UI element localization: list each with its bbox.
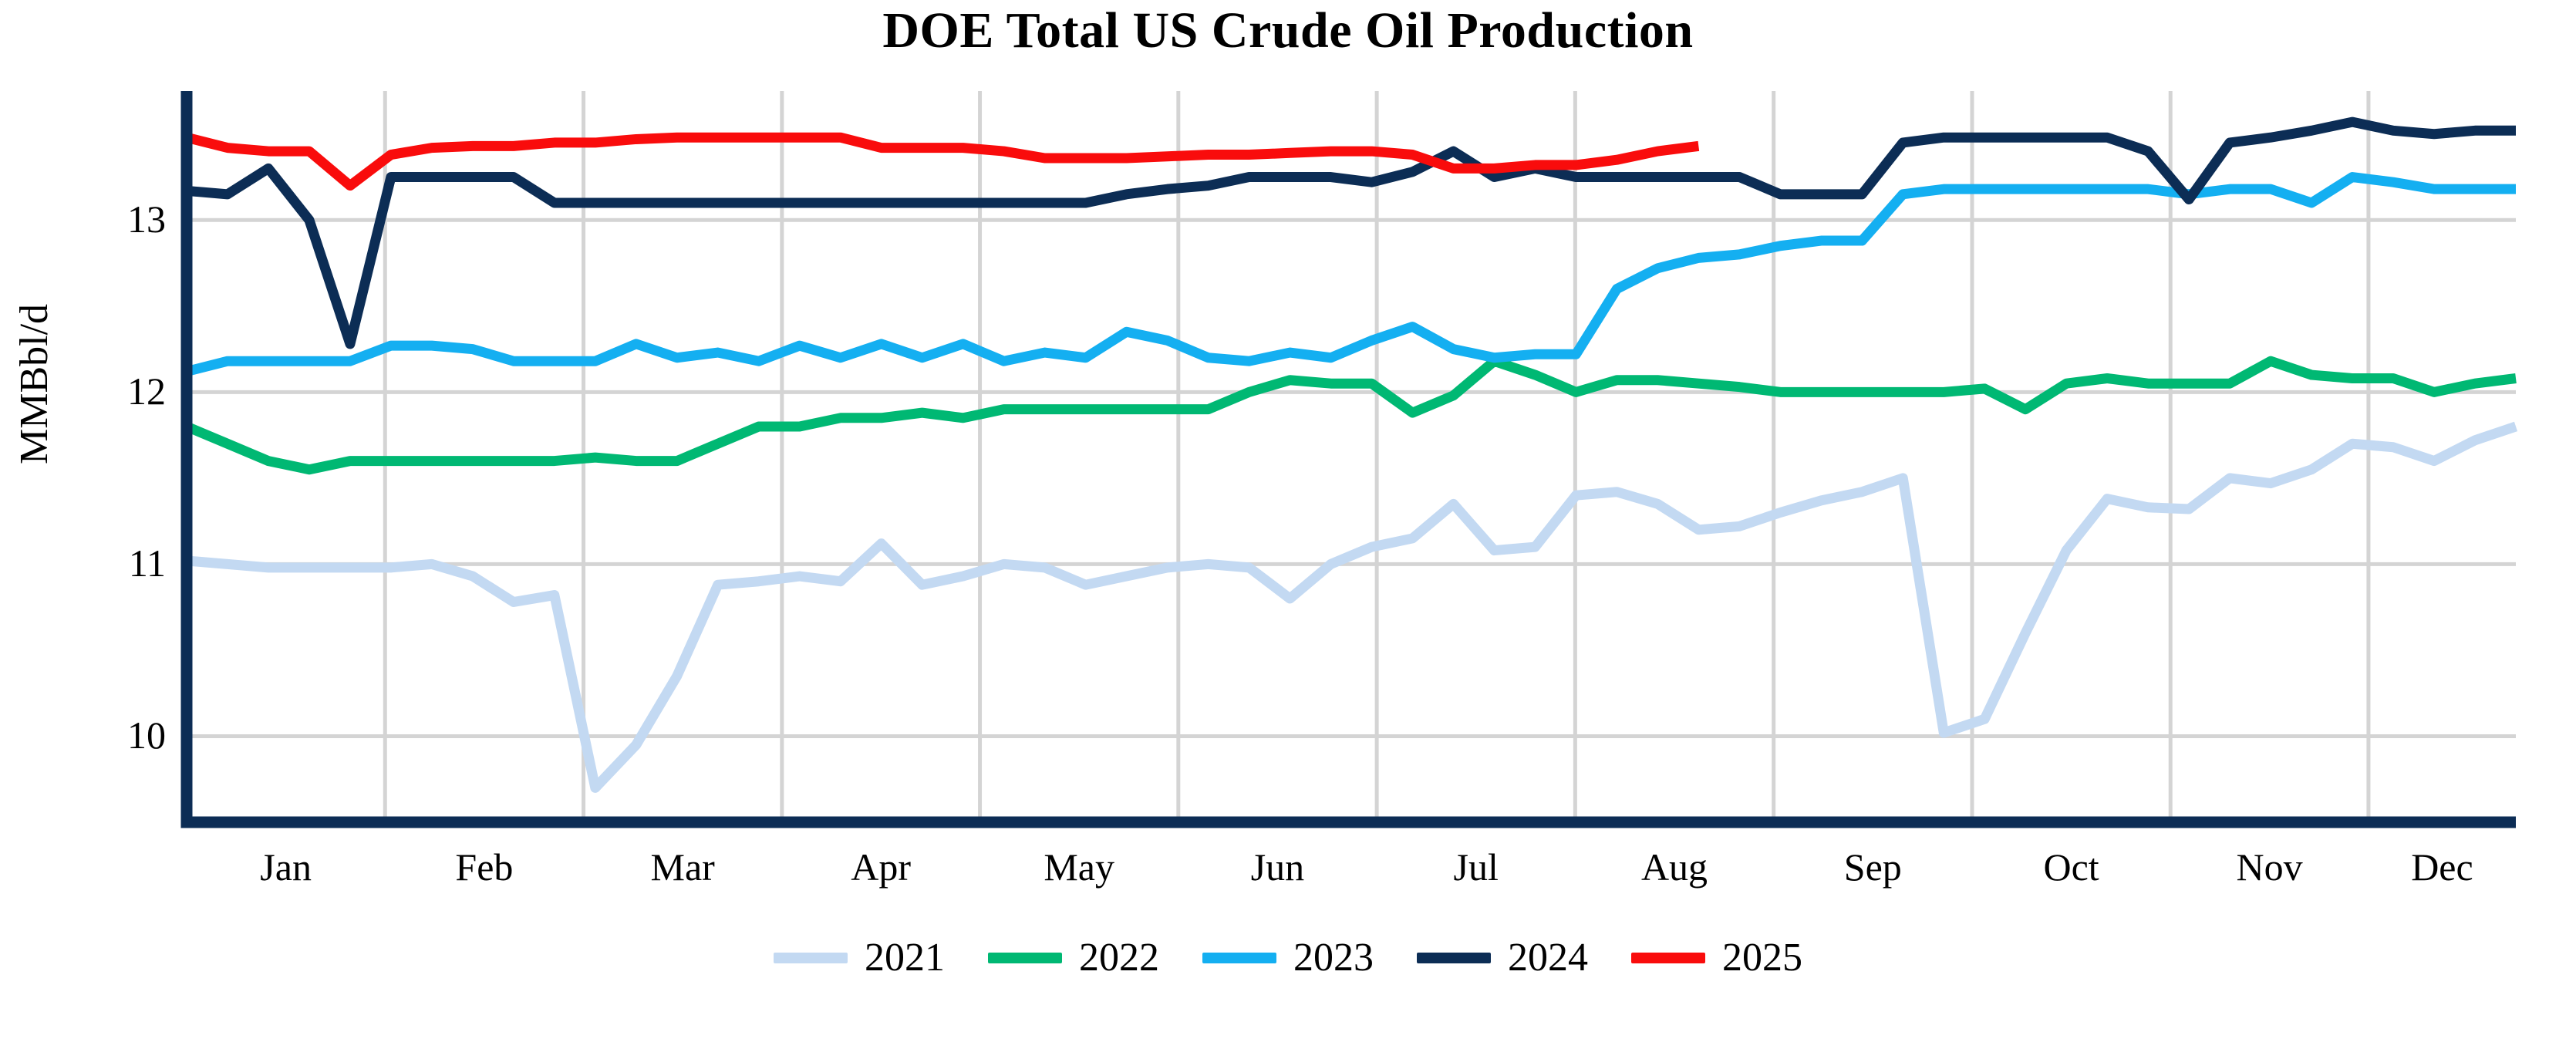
legend-item-2023[interactable]: 2023 [1202, 937, 1374, 979]
series-line-2025 [185, 132, 1700, 191]
legend-label-2022: 2022 [1079, 936, 1159, 980]
gridlines [187, 91, 2516, 822]
y-tick-11: 11 [128, 541, 166, 585]
legend-item-2021[interactable]: 2021 [774, 937, 945, 979]
axis-spine [180, 91, 2516, 828]
chart-legend: 2021 2022 2023 2024 2025 [0, 937, 2576, 979]
series-line-2023 [185, 172, 2516, 376]
x-tick-aug: Aug [1640, 845, 1708, 889]
legend-swatch-2024 [1417, 953, 1491, 963]
legend-item-2022[interactable]: 2022 [988, 937, 1159, 979]
x-tick-sep: Sep [1843, 845, 1902, 889]
y-tick-13: 13 [127, 197, 166, 241]
legend-swatch-2025 [1631, 953, 1705, 963]
legend-label-2024: 2024 [1508, 936, 1588, 980]
legend-item-2024[interactable]: 2024 [1417, 937, 1588, 979]
series-line-2021 [186, 421, 2518, 793]
x-tick-jun: Jun [1250, 845, 1305, 889]
y-tick-10: 10 [127, 713, 166, 757]
legend-swatch-2022 [988, 953, 1062, 963]
x-tick-nov: Nov [2236, 845, 2303, 889]
axis-lines [180, 91, 2516, 828]
legend-item-2025[interactable]: 2025 [1631, 937, 1802, 979]
series-line-2022 [184, 356, 2517, 475]
x-tick-dec: Dec [2411, 845, 2473, 889]
legend-label-2023: 2023 [1293, 936, 1374, 980]
x-tick-mar: Mar [650, 845, 715, 889]
series-line-2024 [186, 116, 2516, 349]
legend-swatch-2023 [1202, 953, 1276, 963]
x-tick-jul: Jul [1453, 845, 1499, 889]
x-tick-feb: Feb [455, 845, 514, 889]
x-tick-oct: Oct [2043, 845, 2099, 889]
legend-label-2021: 2021 [865, 936, 945, 980]
x-tick-jan: Jan [260, 845, 312, 889]
x-tick-may: May [1044, 845, 1114, 889]
legend-label-2025: 2025 [1722, 936, 1802, 980]
legend-swatch-2021 [774, 953, 848, 963]
page-title: DOE Total US Crude Oil Production [882, 2, 1694, 59]
series-lines [184, 116, 2518, 793]
x-tick-apr: Apr [851, 845, 912, 889]
y-tick-12: 12 [127, 369, 166, 413]
